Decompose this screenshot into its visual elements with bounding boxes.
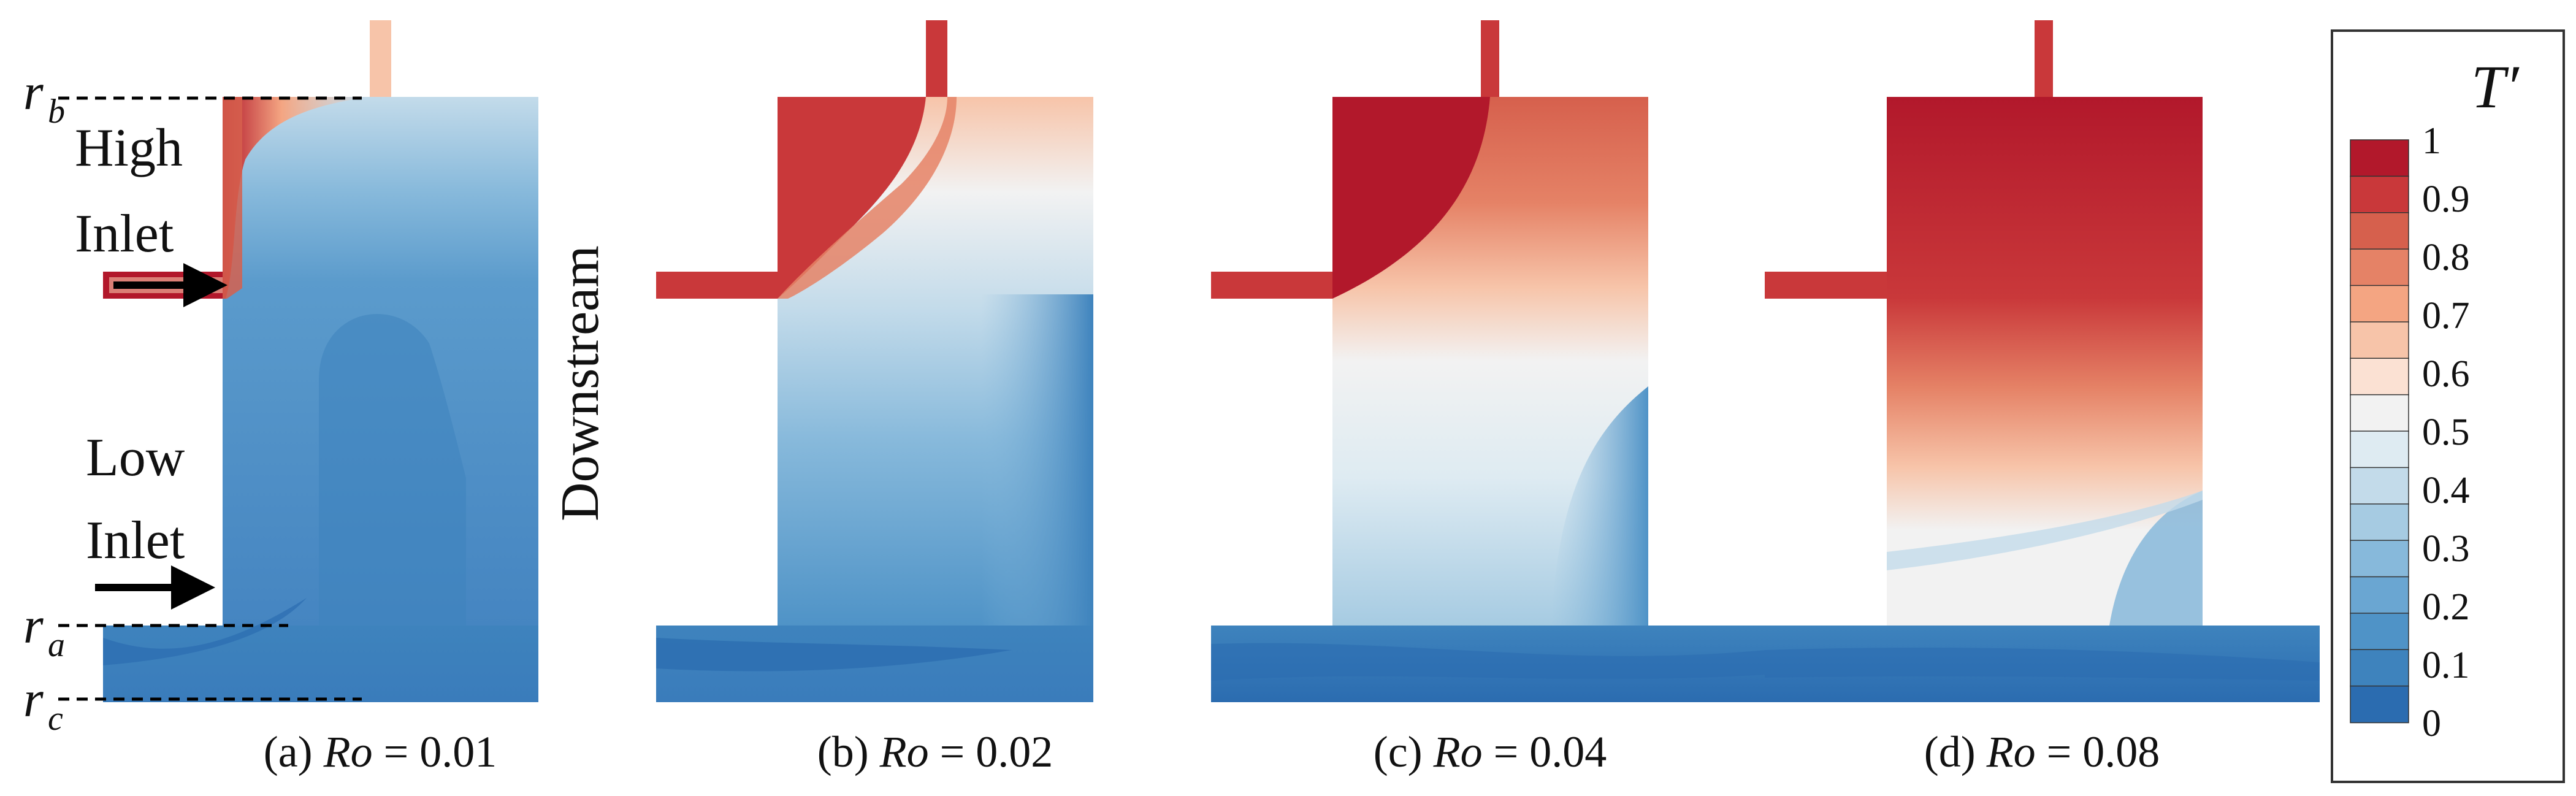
ra-sub: a [48, 626, 65, 664]
colorbar-level [2350, 285, 2409, 323]
panel-c-high-inlet-pipe [1211, 272, 1334, 299]
colorbar-ticks: 1 0.9 0.8 0.7 0.6 0.5 0.4 0.3 0.2 0.1 0 [2422, 120, 2470, 744]
high-inlet-label-line2: Inlet [75, 204, 174, 264]
colorbar-level [2350, 358, 2409, 396]
panel-caption-3: (c) Ro = 0.04 [1374, 727, 1607, 776]
panel-caption-1: (a) Ro = 0.01 [264, 727, 497, 776]
colorbar-levels [2350, 139, 2409, 724]
colorbar-tick-label: 0.7 [2422, 295, 2470, 337]
colorbar-tick-label: 0.9 [2422, 178, 2470, 220]
rb-base: r [23, 64, 44, 121]
rc-sub: c [48, 700, 63, 738]
colorbar-level [2350, 649, 2409, 687]
panel-caption-value: 0.04 [1529, 727, 1607, 776]
panel-caption-equals: = [2036, 727, 2083, 776]
panel-caption-value: 0.02 [976, 727, 1053, 776]
colorbar-level [2350, 212, 2409, 250]
radius-label-ra: r a [23, 597, 65, 664]
colorbar-tick-label: 0 [2422, 703, 2441, 744]
colorbar-level [2350, 431, 2409, 469]
colorbar-tick-label: 0.5 [2422, 411, 2470, 453]
colorbar-level [2350, 613, 2409, 651]
downstream-label: Downstream [551, 245, 610, 521]
colorbar-level [2350, 248, 2409, 286]
panel-caption-2: (b) Ro = 0.02 [817, 727, 1053, 776]
colorbar-level [2350, 540, 2409, 578]
radius-label-rc: r c [23, 671, 63, 738]
panel-caption-prefix: (b) [817, 727, 880, 776]
panel-caption-value: 0.01 [419, 727, 497, 776]
colorbar-level [2350, 139, 2409, 177]
panel-a [58, 20, 538, 702]
panel-b-high-inlet-pipe [656, 272, 779, 299]
panel-caption-param: Ro [879, 727, 929, 776]
panel-caption-param: Ro [1433, 727, 1483, 776]
panel-caption-equals: = [1483, 727, 1530, 776]
panel-caption-param: Ro [323, 727, 373, 776]
colorbar-level [2350, 394, 2409, 432]
colorbar-tick-label: 0.2 [2422, 586, 2470, 628]
colorbar-tick-label: 0.8 [2422, 237, 2470, 278]
high-inlet-label-line1: High [75, 118, 183, 178]
panel-caption-equals: = [373, 727, 420, 776]
colorbar-tick-label: 0.3 [2422, 528, 2470, 570]
panel-captions: (a) Ro = 0.01 (b) Ro = 0.02 (c) Ro = 0.04(… [264, 727, 2160, 776]
panel-b [656, 20, 1093, 702]
panel-caption-prefix: (d) [1924, 727, 1987, 776]
colorbar-tick-label: 1 [2422, 120, 2441, 162]
panel-a-bottom-channel [103, 626, 538, 702]
panel-caption-prefix: (c) [1374, 727, 1434, 776]
ra-base: r [23, 597, 44, 654]
low-inlet-label-line1: Low [86, 428, 185, 488]
panel-c [1211, 20, 1766, 702]
panel-caption-param: Ro [1986, 727, 2036, 776]
rc-base: r [23, 671, 44, 728]
colorbar-level [2350, 576, 2409, 614]
colorbar-tick-label: 0.4 [2422, 470, 2470, 511]
panel-caption-equals: = [929, 727, 976, 776]
panel-b-top-tube [926, 20, 947, 97]
colorbar-level [2350, 685, 2409, 724]
colorbar-tick-label: 0.6 [2422, 353, 2470, 395]
panel-d-top-tube [2035, 20, 2053, 97]
panel-caption-4: (d) Ro = 0.08 [1924, 727, 2160, 776]
radius-label-rb: r b [23, 64, 65, 131]
colorbar-level [2350, 503, 2409, 542]
panel-d-high-inlet-pipe [1765, 272, 1887, 299]
panel-a-top-tube [370, 20, 391, 97]
colorbar-level [2350, 467, 2409, 505]
panel-c-top-tube [1481, 20, 1499, 97]
colorbar-title: T′ [2471, 53, 2520, 121]
colorbar-level [2350, 175, 2409, 213]
colorbar-level [2350, 321, 2409, 359]
rb-sub: b [48, 93, 65, 131]
low-inlet-label-line2: Inlet [86, 511, 185, 570]
panel-caption-value: 0.08 [2082, 727, 2160, 776]
colorbar-tick-label: 0.1 [2422, 645, 2470, 686]
colorbar-legend: T′ 1 0.9 0.8 0.7 0.6 0.5 0.4 0.3 0.2 0.1 0 [2331, 29, 2565, 783]
panel-caption-prefix: (a) [264, 727, 324, 776]
panel-d [1765, 20, 2320, 702]
